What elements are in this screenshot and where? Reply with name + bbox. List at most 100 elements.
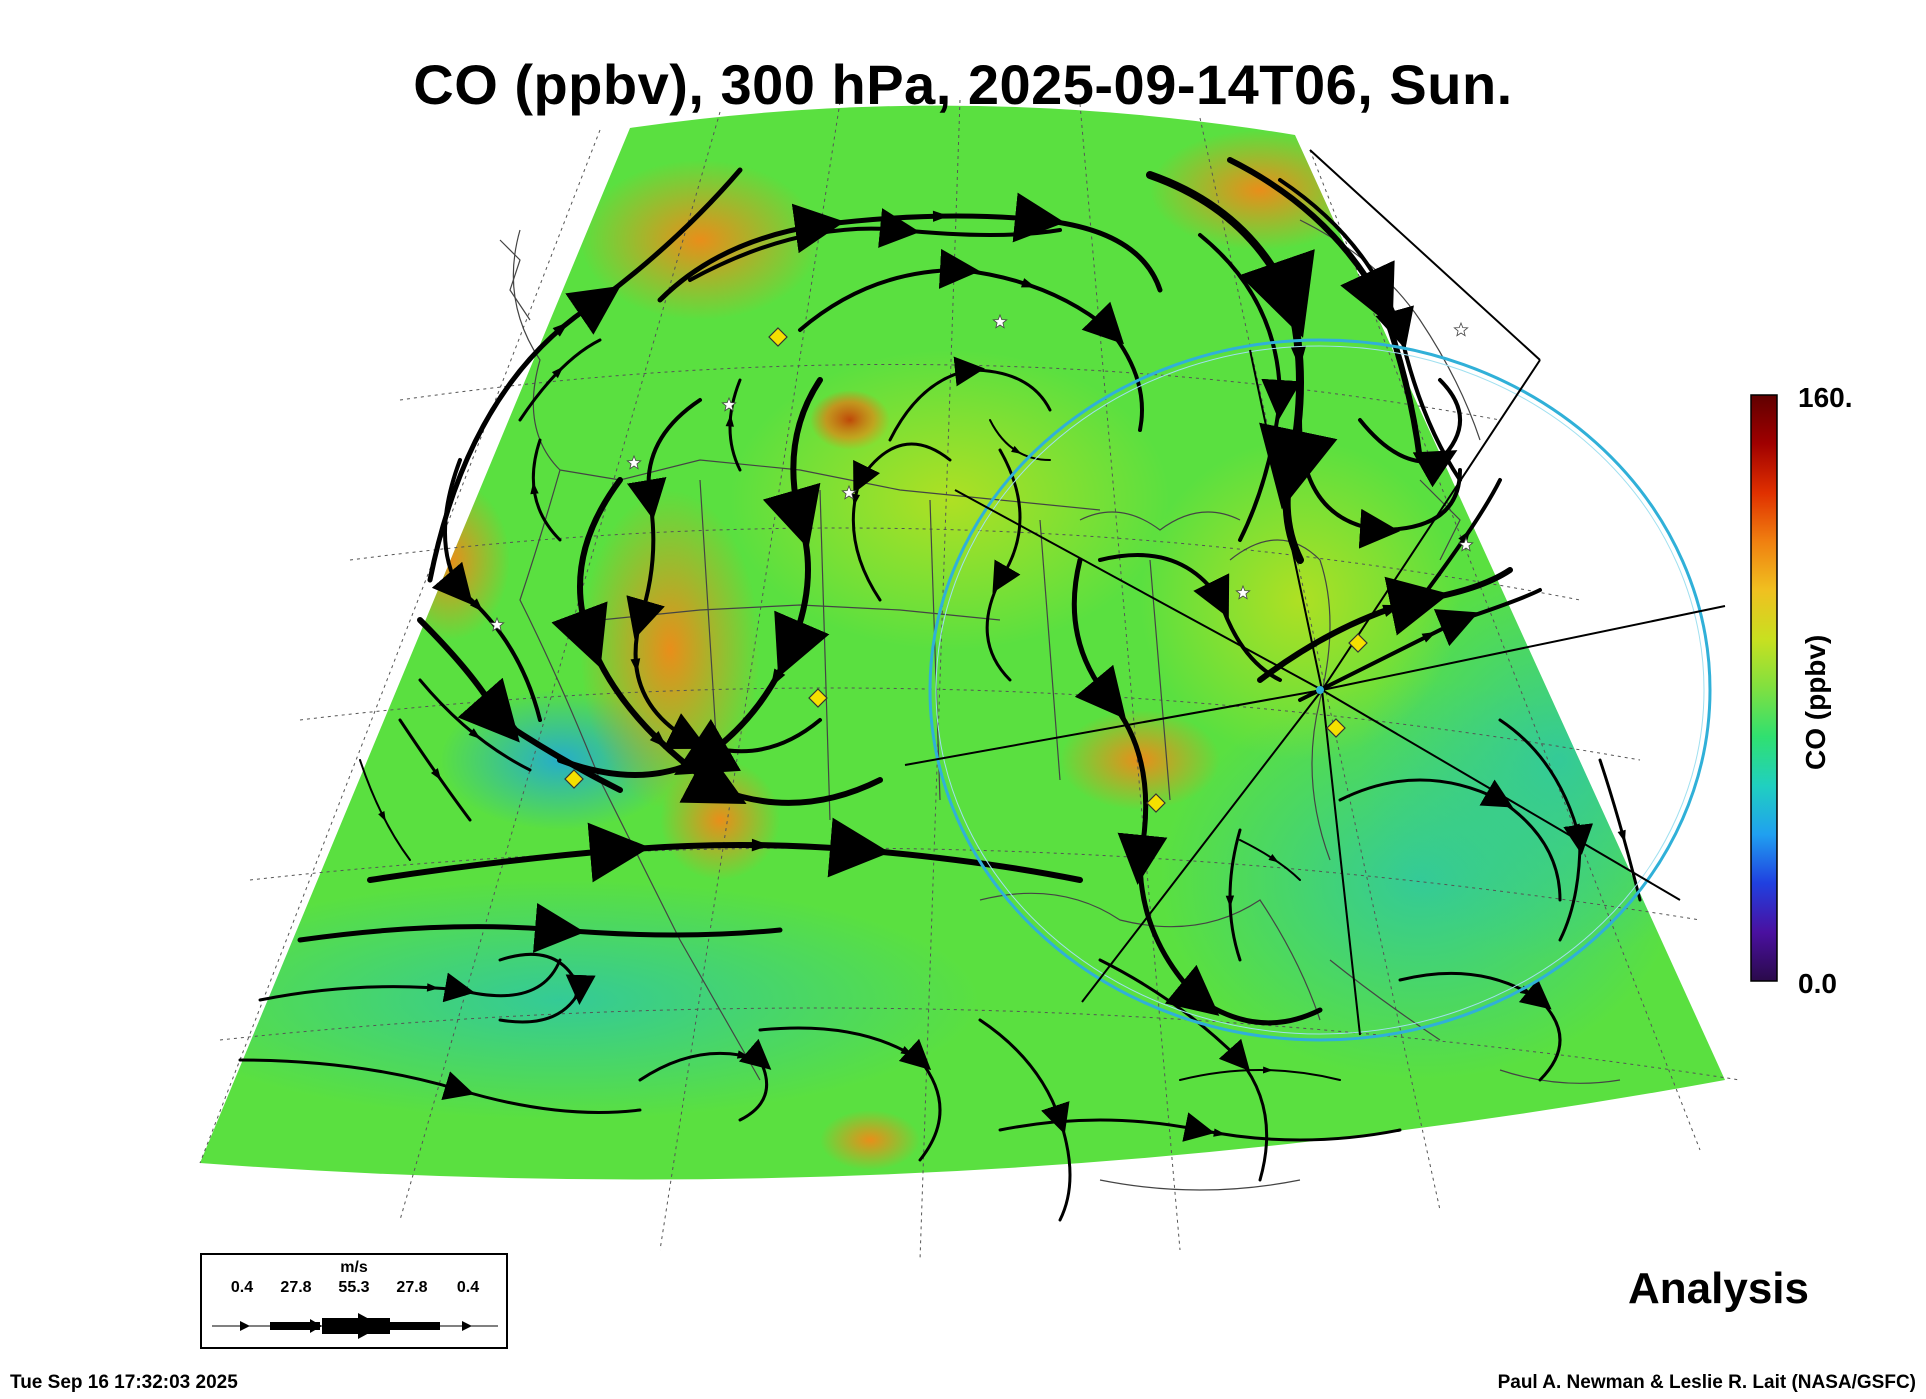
diamond-marker-icon bbox=[1348, 633, 1368, 653]
streamline bbox=[657, 192, 1163, 303]
diamond-marker-icon bbox=[808, 688, 828, 708]
streamline bbox=[998, 1112, 1402, 1142]
streamline bbox=[258, 958, 562, 1003]
streamline-arrow-icon bbox=[1382, 604, 1402, 617]
streamline bbox=[1498, 718, 1594, 942]
streamline-arrow-icon bbox=[770, 668, 786, 688]
streamline bbox=[1098, 958, 1269, 1182]
star-marker-icon bbox=[992, 313, 1008, 329]
streamline bbox=[1598, 758, 1642, 902]
streamline bbox=[531, 438, 562, 542]
streamline bbox=[728, 378, 742, 472]
streamline bbox=[367, 817, 1083, 883]
streamline bbox=[431, 458, 542, 722]
streamline-arrow-icon bbox=[1268, 854, 1279, 863]
streamline-arrow-icon bbox=[1290, 345, 1307, 369]
streamline-arrow-icon bbox=[966, 365, 979, 375]
star-marker-icon bbox=[841, 484, 857, 500]
legend-value: 55.3 bbox=[338, 1279, 370, 1296]
colorbar-min-label: 0.0 bbox=[1798, 968, 1837, 999]
footer-timestamp: Tue Sep 16 17:32:03 2025 bbox=[10, 1372, 238, 1393]
streamline-arrow-icon bbox=[504, 720, 524, 736]
streamline bbox=[551, 477, 883, 806]
streamline-arrow-icon bbox=[1368, 286, 1384, 306]
streamline-arrow-icon bbox=[900, 1045, 913, 1056]
star-marker-icon bbox=[489, 616, 505, 632]
streamline-arrow-icon bbox=[1421, 631, 1437, 643]
streamline-arrow-icon bbox=[932, 210, 949, 222]
legend-unit: m/s bbox=[340, 1259, 368, 1276]
streamline-arrow-icon bbox=[469, 598, 484, 612]
streamline-arrow-icon bbox=[378, 810, 386, 822]
streamline-arrow-icon bbox=[1617, 829, 1626, 843]
streamline-arrow-icon bbox=[997, 570, 1009, 584]
legend-arrow-icon bbox=[212, 1313, 498, 1339]
streamline-arrow-icon bbox=[1366, 523, 1382, 533]
diamond-marker-icon bbox=[1146, 793, 1166, 813]
streamline-arrow-icon bbox=[1020, 278, 1036, 288]
streamline-arrow-icon bbox=[555, 924, 572, 936]
streamline bbox=[688, 208, 1062, 282]
streamline bbox=[638, 1038, 772, 1122]
streamline-arrow-icon bbox=[725, 414, 734, 427]
legend-value: 0.4 bbox=[230, 1279, 254, 1296]
streamline-arrow-icon bbox=[573, 989, 584, 1002]
streamline-arrow-icon bbox=[1485, 790, 1499, 800]
streamline-arrow-icon bbox=[468, 728, 481, 739]
streamline bbox=[427, 167, 743, 583]
streamline-arrow-icon bbox=[751, 838, 770, 852]
diamond-marker-icon bbox=[564, 769, 584, 789]
streamline-arrow-icon bbox=[551, 366, 564, 379]
streamline bbox=[1298, 588, 1542, 702]
streamline-arrow-icon bbox=[1209, 587, 1222, 602]
legend-value: 27.8 bbox=[396, 1279, 428, 1296]
streamline-arrow-icon bbox=[882, 223, 897, 234]
streamline-arrow-icon bbox=[851, 493, 861, 507]
star-marker-icon bbox=[1235, 584, 1251, 600]
legend-value: 0.4 bbox=[456, 1279, 480, 1296]
diamond-marker-icon bbox=[768, 327, 788, 347]
streamline bbox=[1398, 971, 1562, 1082]
streamline-arrow-icon bbox=[1011, 445, 1022, 454]
streamline-arrow-icon bbox=[736, 1050, 750, 1059]
streamlines bbox=[238, 157, 1642, 1222]
streamline-arrow-icon bbox=[1227, 1047, 1239, 1059]
streamline bbox=[1179, 1069, 1341, 1081]
streamline bbox=[1338, 778, 1562, 902]
streamline-arrow-icon bbox=[426, 983, 440, 992]
colorbar-max-label: 160. bbox=[1798, 382, 1853, 413]
streamline-arrow-icon bbox=[1225, 895, 1235, 908]
site-markers bbox=[489, 313, 1474, 813]
streamline bbox=[758, 1026, 942, 1162]
analysis-label: Analysis bbox=[1628, 1264, 1809, 1313]
streamline bbox=[1071, 557, 1323, 1026]
wind-speed-legend: m/s 0.4 27.8 55.3 27.8 0.4 bbox=[200, 1253, 508, 1349]
colorbar-unit-label: CO (ppbv) bbox=[1800, 634, 1831, 770]
streamline-arrow-icon bbox=[1262, 1066, 1274, 1074]
streamline bbox=[1358, 378, 1462, 488]
streamline-arrow-icon bbox=[649, 731, 668, 749]
streamline bbox=[498, 952, 596, 1024]
star-marker-icon bbox=[1453, 321, 1469, 337]
streamline-arrow-icon bbox=[1571, 823, 1580, 837]
streamline-arrow-icon bbox=[552, 322, 569, 337]
streamline-arrow-icon bbox=[1134, 864, 1146, 881]
streamline bbox=[851, 442, 952, 602]
legend-value: 27.8 bbox=[280, 1279, 312, 1296]
streamline-arrow-icon bbox=[430, 768, 442, 781]
streamline-arrow-icon bbox=[530, 481, 539, 495]
star-marker-icon bbox=[1458, 536, 1474, 552]
star-marker-icon bbox=[721, 396, 737, 412]
streamline-arrow-icon bbox=[1437, 448, 1450, 463]
colorbar bbox=[1750, 394, 1778, 982]
streamline bbox=[417, 617, 623, 793]
streamline-arrow-icon bbox=[453, 1084, 466, 1093]
streamline-arrow-icon bbox=[1274, 387, 1285, 402]
map-title: CO (ppbv), 300 hPa, 2025-09-14T06, Sun. bbox=[413, 53, 1513, 116]
streamline-arrow-icon bbox=[1393, 323, 1404, 339]
star-marker-icon bbox=[626, 454, 642, 470]
streamline bbox=[1257, 567, 1513, 683]
streamline-arrow-icon bbox=[1213, 1128, 1226, 1137]
